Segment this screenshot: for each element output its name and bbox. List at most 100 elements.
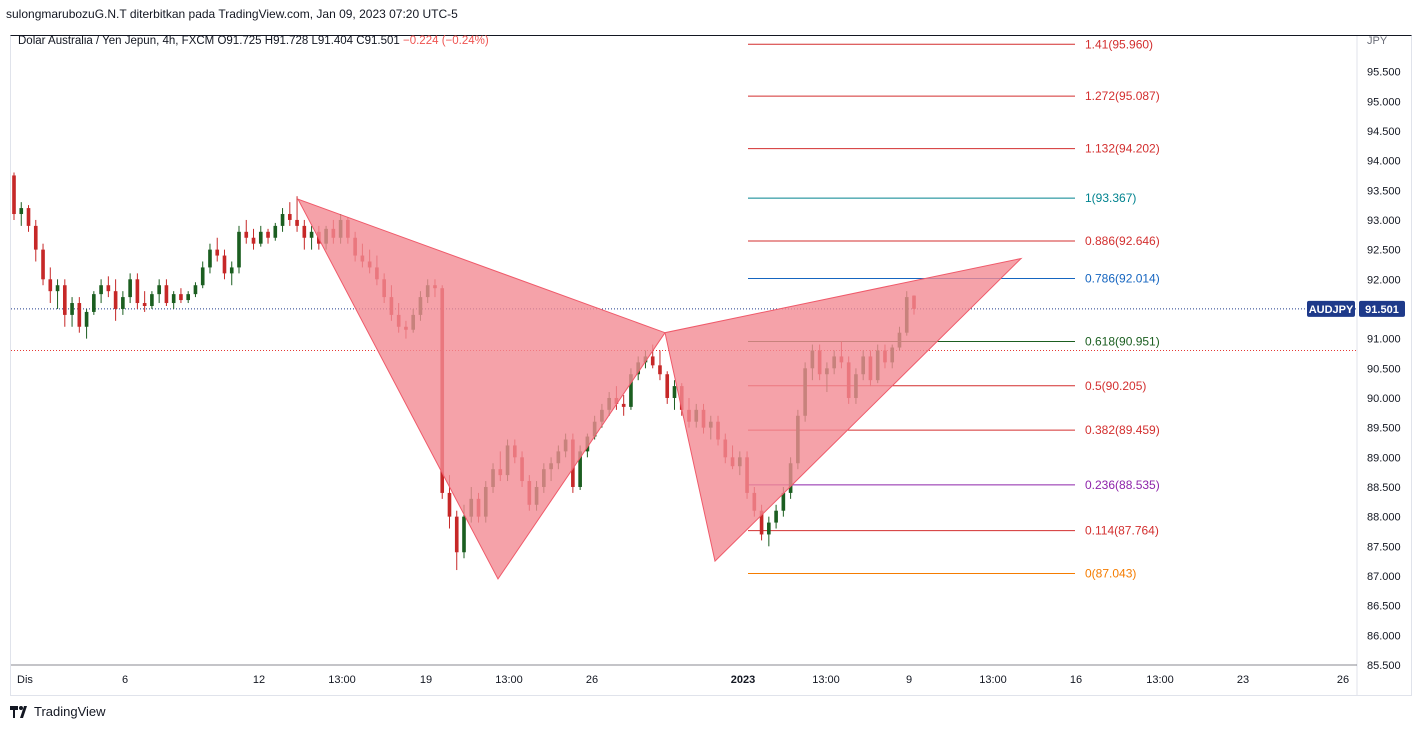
time-tick-label: 12 bbox=[253, 674, 265, 686]
candle-body[interactable] bbox=[273, 225, 278, 238]
legend-low-label: L bbox=[311, 35, 318, 47]
fib-level-label: 0.886(92.646) bbox=[1085, 234, 1160, 248]
candle-body[interactable] bbox=[171, 294, 176, 304]
fib-level-label: 1.41(95.960) bbox=[1085, 37, 1153, 51]
footer-brand: TradingView bbox=[34, 704, 106, 719]
candle-body[interactable] bbox=[578, 451, 582, 487]
candle-body[interactable] bbox=[84, 311, 89, 327]
last-price-badge bbox=[1359, 300, 1405, 317]
candle-body[interactable] bbox=[244, 231, 249, 238]
candle-body[interactable] bbox=[106, 285, 111, 292]
time-tick-label: 9 bbox=[906, 674, 912, 686]
candle-body[interactable] bbox=[48, 279, 53, 292]
candle-body[interactable] bbox=[92, 294, 96, 312]
footer: TradingView bbox=[10, 704, 106, 719]
candle-body[interactable] bbox=[77, 303, 82, 327]
candle-body[interactable] bbox=[19, 208, 24, 215]
candle-body[interactable] bbox=[229, 267, 234, 274]
fib-level-label: 0.786(92.014) bbox=[1085, 271, 1160, 285]
candle-body[interactable] bbox=[658, 365, 662, 375]
chart-frame[interactable] bbox=[10, 35, 1412, 696]
price-tick-label: 86.500 bbox=[1367, 601, 1401, 613]
candle-body[interactable] bbox=[215, 249, 220, 256]
candle-body[interactable] bbox=[12, 175, 16, 215]
candle-body[interactable] bbox=[767, 522, 771, 535]
price-tick-label: 92.000 bbox=[1367, 274, 1401, 286]
candle-body[interactable] bbox=[208, 249, 212, 268]
time-tick-label: 26 bbox=[586, 674, 598, 686]
candle-body[interactable] bbox=[650, 356, 655, 366]
fib-level-label: 0(87.043) bbox=[1085, 566, 1136, 580]
price-tick-label: 93.000 bbox=[1367, 215, 1401, 227]
candle-body[interactable] bbox=[621, 403, 626, 407]
harmonic-bcd-triangle[interactable] bbox=[664, 257, 1023, 563]
candle-body[interactable] bbox=[128, 279, 132, 298]
symbol-badge-label: AUDJPY bbox=[1309, 304, 1354, 316]
candle-body[interactable] bbox=[629, 374, 633, 407]
candle-body[interactable] bbox=[70, 303, 74, 315]
candle-body[interactable] bbox=[774, 510, 778, 523]
candle-body[interactable] bbox=[150, 294, 154, 306]
candle-body[interactable] bbox=[142, 303, 147, 306]
candle-body[interactable] bbox=[62, 285, 67, 315]
candle-body[interactable] bbox=[237, 231, 241, 268]
legend-symbol: Dolar Australia / Yen Jepun, 4h, FXCM bbox=[18, 35, 215, 47]
legend-high-label: H bbox=[264, 35, 274, 47]
candle-body[interactable] bbox=[113, 291, 118, 309]
candle-body[interactable] bbox=[781, 492, 786, 511]
candle-body[interactable] bbox=[287, 214, 292, 220]
legend-close-value: 91.501 bbox=[364, 35, 400, 47]
last-price-badge-value: 91.501 bbox=[1365, 304, 1399, 316]
candle-body[interactable] bbox=[266, 231, 270, 238]
candle-body[interactable] bbox=[454, 516, 459, 553]
candle-body[interactable] bbox=[672, 386, 677, 398]
fib-level-label: 0.114(87.764) bbox=[1085, 524, 1159, 538]
time-tick-label: 16 bbox=[1070, 674, 1082, 686]
time-tick-label: 13:00 bbox=[1146, 674, 1174, 686]
candle-body[interactable] bbox=[186, 294, 191, 301]
candle-body[interactable] bbox=[164, 285, 169, 304]
candle-body[interactable] bbox=[759, 510, 764, 535]
candle-body[interactable] bbox=[447, 492, 452, 517]
candle-body[interactable] bbox=[193, 285, 198, 295]
time-tick-label: 13:00 bbox=[495, 674, 523, 686]
candle-body[interactable] bbox=[179, 294, 183, 301]
candle-body[interactable] bbox=[258, 231, 263, 244]
candle-body[interactable] bbox=[280, 214, 285, 226]
price-tick-label: 94.000 bbox=[1367, 156, 1401, 168]
candle-body[interactable] bbox=[200, 267, 205, 286]
fib-level-label: 0.618(90.951) bbox=[1085, 335, 1160, 349]
candle-body[interactable] bbox=[99, 285, 103, 295]
candle-body[interactable] bbox=[26, 208, 31, 226]
price-tick-label: 92.500 bbox=[1367, 245, 1401, 257]
candle-body[interactable] bbox=[135, 279, 140, 304]
legend-open-value: 91.725 bbox=[226, 35, 262, 47]
legend-low-value: 91.404 bbox=[317, 35, 354, 47]
candle-body[interactable] bbox=[157, 285, 161, 295]
harmonic-xab-triangle[interactable] bbox=[296, 198, 666, 580]
candle-body[interactable] bbox=[302, 225, 307, 238]
price-tick-label: 85.500 bbox=[1367, 660, 1401, 672]
candle-body[interactable] bbox=[33, 225, 38, 250]
time-tick-label: 13:00 bbox=[812, 674, 840, 686]
price-tick-label: 94.500 bbox=[1367, 126, 1401, 138]
time-tick-label: 2023 bbox=[731, 674, 755, 686]
fib-level-label: 0.382(89.459) bbox=[1085, 423, 1160, 437]
candle-body[interactable] bbox=[41, 249, 45, 280]
candle-body[interactable] bbox=[665, 374, 670, 398]
candle-body[interactable] bbox=[251, 237, 256, 244]
time-tick-label: 13:00 bbox=[979, 674, 1007, 686]
candle-body[interactable] bbox=[55, 285, 60, 292]
candle-body[interactable] bbox=[222, 255, 227, 274]
time-tick-label: Dis bbox=[17, 674, 33, 686]
price-tick-label: 93.500 bbox=[1367, 185, 1401, 197]
legend-high-value: 91.728 bbox=[273, 35, 309, 47]
candle-body[interactable] bbox=[309, 231, 314, 238]
fib-level-label: 0.236(88.535) bbox=[1085, 478, 1160, 492]
price-tick-label: 95.500 bbox=[1367, 67, 1401, 79]
price-axis-unit: JPY bbox=[1367, 35, 1388, 47]
candle-body[interactable] bbox=[121, 297, 125, 309]
candle-body[interactable] bbox=[462, 516, 466, 553]
candle-body[interactable] bbox=[295, 219, 299, 226]
